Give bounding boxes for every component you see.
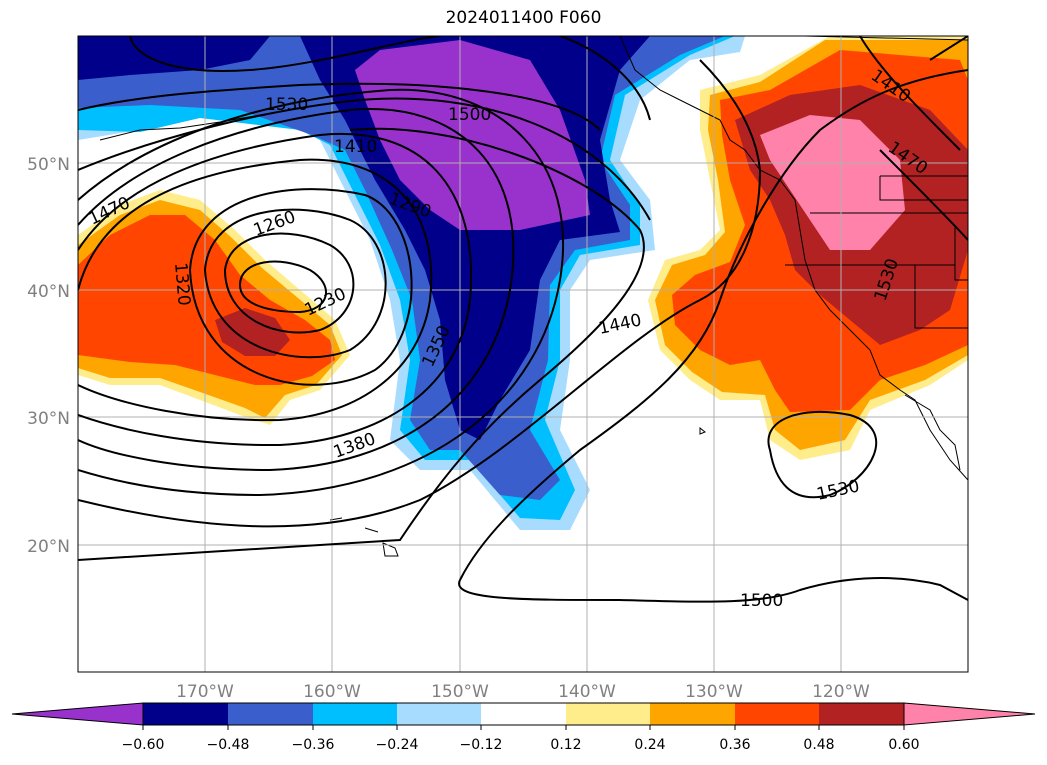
- contour-label: 1410: [334, 137, 377, 157]
- colorbar-tick: −0.12: [460, 737, 503, 753]
- colorbar-tick: 0.48: [803, 737, 834, 753]
- lat-label: 30°N: [27, 409, 70, 429]
- gridlines: [78, 36, 968, 672]
- colorbar-tick: −0.48: [207, 737, 250, 753]
- colorbar-tick: 0.36: [719, 737, 750, 753]
- lat-label: 20°N: [27, 537, 70, 557]
- lat-labels: 50°N 40°N 30°N 20°N: [27, 155, 70, 557]
- lon-labels: 170°W 160°W 150°W 140°W 130°W 120°W: [176, 682, 870, 702]
- lon-label: 140°W: [558, 682, 616, 702]
- colorbar-tick: 0.24: [634, 737, 665, 753]
- colorbar-tick: −0.24: [376, 737, 419, 753]
- lat-label: 50°N: [27, 155, 70, 175]
- filled-fields: [78, 36, 968, 672]
- lon-label: 150°W: [431, 682, 489, 702]
- lon-label: 120°W: [812, 682, 870, 702]
- colorbar-extend-high: [903, 702, 1036, 726]
- contour-label: 1500: [740, 591, 783, 611]
- lon-label: 170°W: [176, 682, 234, 702]
- contour-label: 1320: [170, 262, 194, 307]
- lon-label: 160°W: [303, 682, 361, 702]
- colorbar-tick: −0.36: [292, 737, 335, 753]
- height-contours: [78, 36, 968, 603]
- contour-label: 1530: [265, 95, 308, 115]
- colorbar-tick: 0.12: [550, 737, 581, 753]
- map-title: 2024011400 F060: [445, 8, 602, 28]
- plot-frame: [77, 35, 969, 673]
- lat-label: 40°N: [27, 282, 70, 302]
- colorbar-tick: 0.60: [888, 737, 919, 753]
- contour-label: 1500: [448, 105, 491, 125]
- colorbar-tick: −0.60: [122, 737, 165, 753]
- lon-label: 130°W: [685, 682, 743, 702]
- colorbar: −0.60 −0.48 −0.36 −0.24 −0.12 0.12 0.24 …: [11, 702, 1036, 753]
- colorbar-extend-low: [11, 702, 144, 726]
